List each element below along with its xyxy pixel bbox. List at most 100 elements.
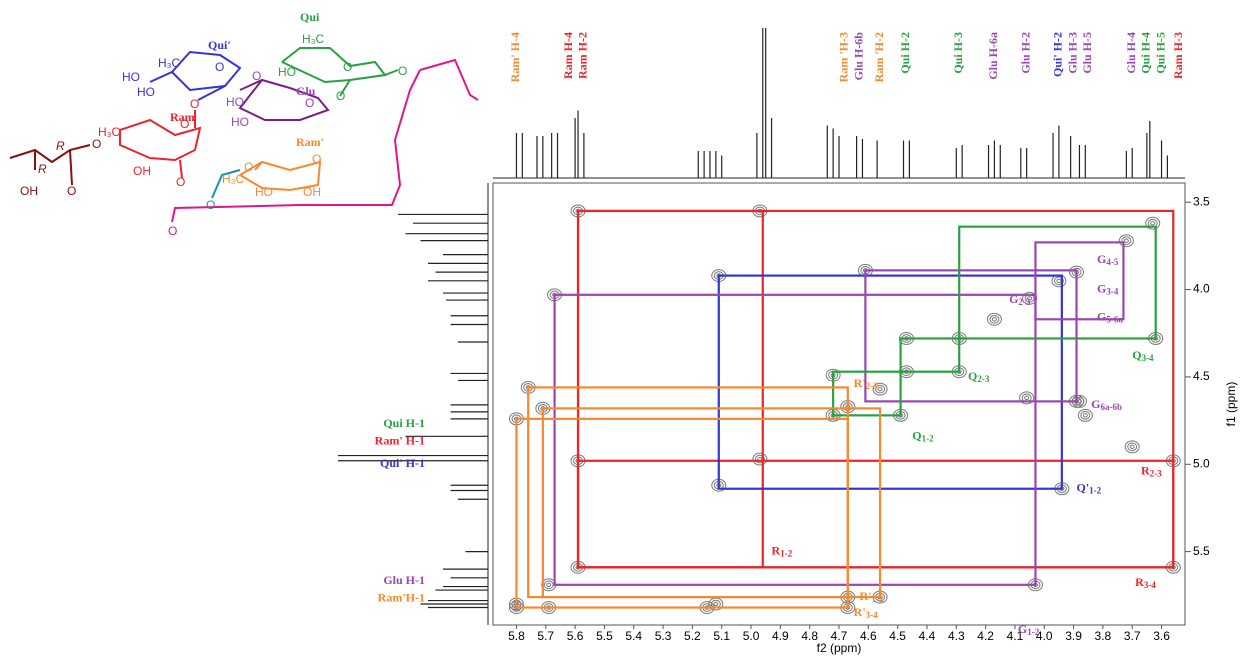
label-main: G — [1009, 292, 1018, 306]
x-tick-label: 4.9 — [772, 629, 789, 643]
label-main: Q' — [1077, 480, 1090, 494]
cross-peak-label: R2-3 — [1141, 463, 1162, 478]
correlation-box — [717, 274, 1063, 490]
peak-contour — [713, 601, 719, 607]
peak-label: Ram H-3 — [1171, 32, 1185, 79]
label-sub: 2-3 — [1018, 297, 1030, 307]
y-axis-title: f1 (ppm) — [1224, 382, 1238, 427]
bond — [149, 50, 242, 101]
peak-contour — [1053, 276, 1064, 286]
peak-contour — [989, 314, 1000, 324]
x-tick-label: 4.5 — [889, 629, 906, 643]
y-tick-label: 3.5 — [1193, 194, 1210, 208]
atom: O — [312, 152, 321, 166]
cross-peak-label: Q1-2 — [912, 428, 934, 443]
peak-label: Qui H-2 — [898, 32, 912, 74]
atom: HO — [122, 70, 140, 84]
label-sub: 1-2 — [1089, 486, 1101, 496]
x-tick-label: 5.8 — [508, 629, 525, 643]
atom: HO — [278, 65, 296, 79]
atom: O — [252, 69, 261, 83]
atom: HO — [231, 115, 249, 129]
x-tick-label: 5.6 — [567, 629, 584, 643]
correlation-box — [576, 209, 764, 569]
atom: H₃C — [222, 172, 245, 186]
x-tick-label: 4.2 — [977, 629, 994, 643]
peak-contour — [1150, 220, 1156, 226]
peak-label: Ram 'H-2 — [872, 32, 886, 82]
atom: O — [176, 175, 185, 189]
peak-label: Qui H-5 — [1153, 32, 1167, 74]
atom: OH — [133, 164, 151, 178]
peak-contour — [546, 582, 552, 588]
correlation-box — [576, 209, 1175, 569]
bond — [211, 169, 241, 199]
cross-peak-label: R'3-4 — [854, 605, 878, 620]
bond — [9, 144, 91, 186]
atom: HO — [137, 85, 155, 99]
label-main: G — [1018, 622, 1027, 636]
atom: H₃C — [302, 32, 325, 46]
x-tick-label: 4.6 — [860, 629, 877, 643]
label-sub: 3-4 — [1142, 353, 1154, 363]
peak-contour — [1145, 216, 1161, 230]
correlation-box — [899, 337, 961, 373]
atom: O — [215, 60, 224, 74]
peak-label: Glu H-6b — [851, 32, 865, 81]
peak-contour — [754, 454, 765, 464]
cross-peak-label: G5-6a — [1097, 309, 1123, 324]
bond — [119, 110, 202, 179]
bond — [281, 47, 399, 97]
correlation-box — [515, 417, 849, 609]
peak-label: Glu H-4 — [1124, 32, 1138, 74]
cross-peak-label: Q3-4 — [1132, 348, 1154, 363]
peak-label: Ram' H-4 — [508, 32, 522, 82]
atom: H₃C — [158, 56, 181, 70]
cross-peak-label: Q2-3 — [968, 369, 990, 384]
correlation-box — [576, 459, 1175, 569]
peak-label: Qui' H-2 — [1051, 32, 1065, 77]
peak-contour — [1022, 291, 1038, 305]
peak-contour — [1082, 413, 1088, 418]
peak-contour — [1121, 236, 1132, 245]
plot-frame — [492, 182, 1186, 626]
atom: O — [92, 137, 101, 151]
correlation-box — [541, 407, 882, 599]
x-tick-label: 4.1 — [1007, 629, 1024, 643]
atom: O — [343, 60, 352, 74]
atom: HO — [226, 95, 244, 109]
peak-contour — [543, 580, 554, 590]
peak-label: Glu H-5 — [1080, 32, 1094, 74]
peak-contour — [1080, 411, 1091, 420]
x-tick-label: 3.8 — [1095, 629, 1112, 643]
macrocycle-bond — [171, 58, 479, 223]
x-tick-label: 5.1 — [713, 629, 730, 643]
atom: O — [244, 160, 253, 174]
atom: O — [180, 117, 189, 131]
cross-peak-label: R'1-2 — [860, 589, 884, 604]
sugar-name: Ram' — [296, 135, 324, 149]
label-main: R' — [854, 605, 866, 619]
label-main: R — [1135, 575, 1144, 589]
cross-peak-label: G1-2 — [1018, 622, 1040, 637]
atom: HO — [255, 185, 273, 199]
peak-label: Ram H-4 — [561, 32, 575, 79]
label-main: G — [1097, 309, 1106, 323]
peak-contour — [875, 384, 886, 394]
peak-contour — [1019, 391, 1035, 405]
peak-label: Qui H-3 — [951, 32, 965, 74]
label-sub: 6a-6b — [1101, 402, 1123, 412]
peak-label: Qui' H-1 — [380, 456, 425, 470]
x-tick-label: 5.3 — [655, 629, 672, 643]
label-main: Q — [1132, 348, 1141, 362]
atom: OH — [303, 185, 321, 199]
bond — [239, 160, 322, 192]
x-tick-label: 5.2 — [684, 629, 701, 643]
structure-labels: Qui' Qui Glu Ram Ram' — [170, 10, 324, 149]
x-tick-label: 5.5 — [596, 629, 613, 643]
peak-contour — [1124, 440, 1140, 454]
label-main: R' — [854, 376, 866, 390]
cross-peak-label: R1-2 — [772, 543, 793, 558]
label-main: Q — [912, 428, 921, 442]
